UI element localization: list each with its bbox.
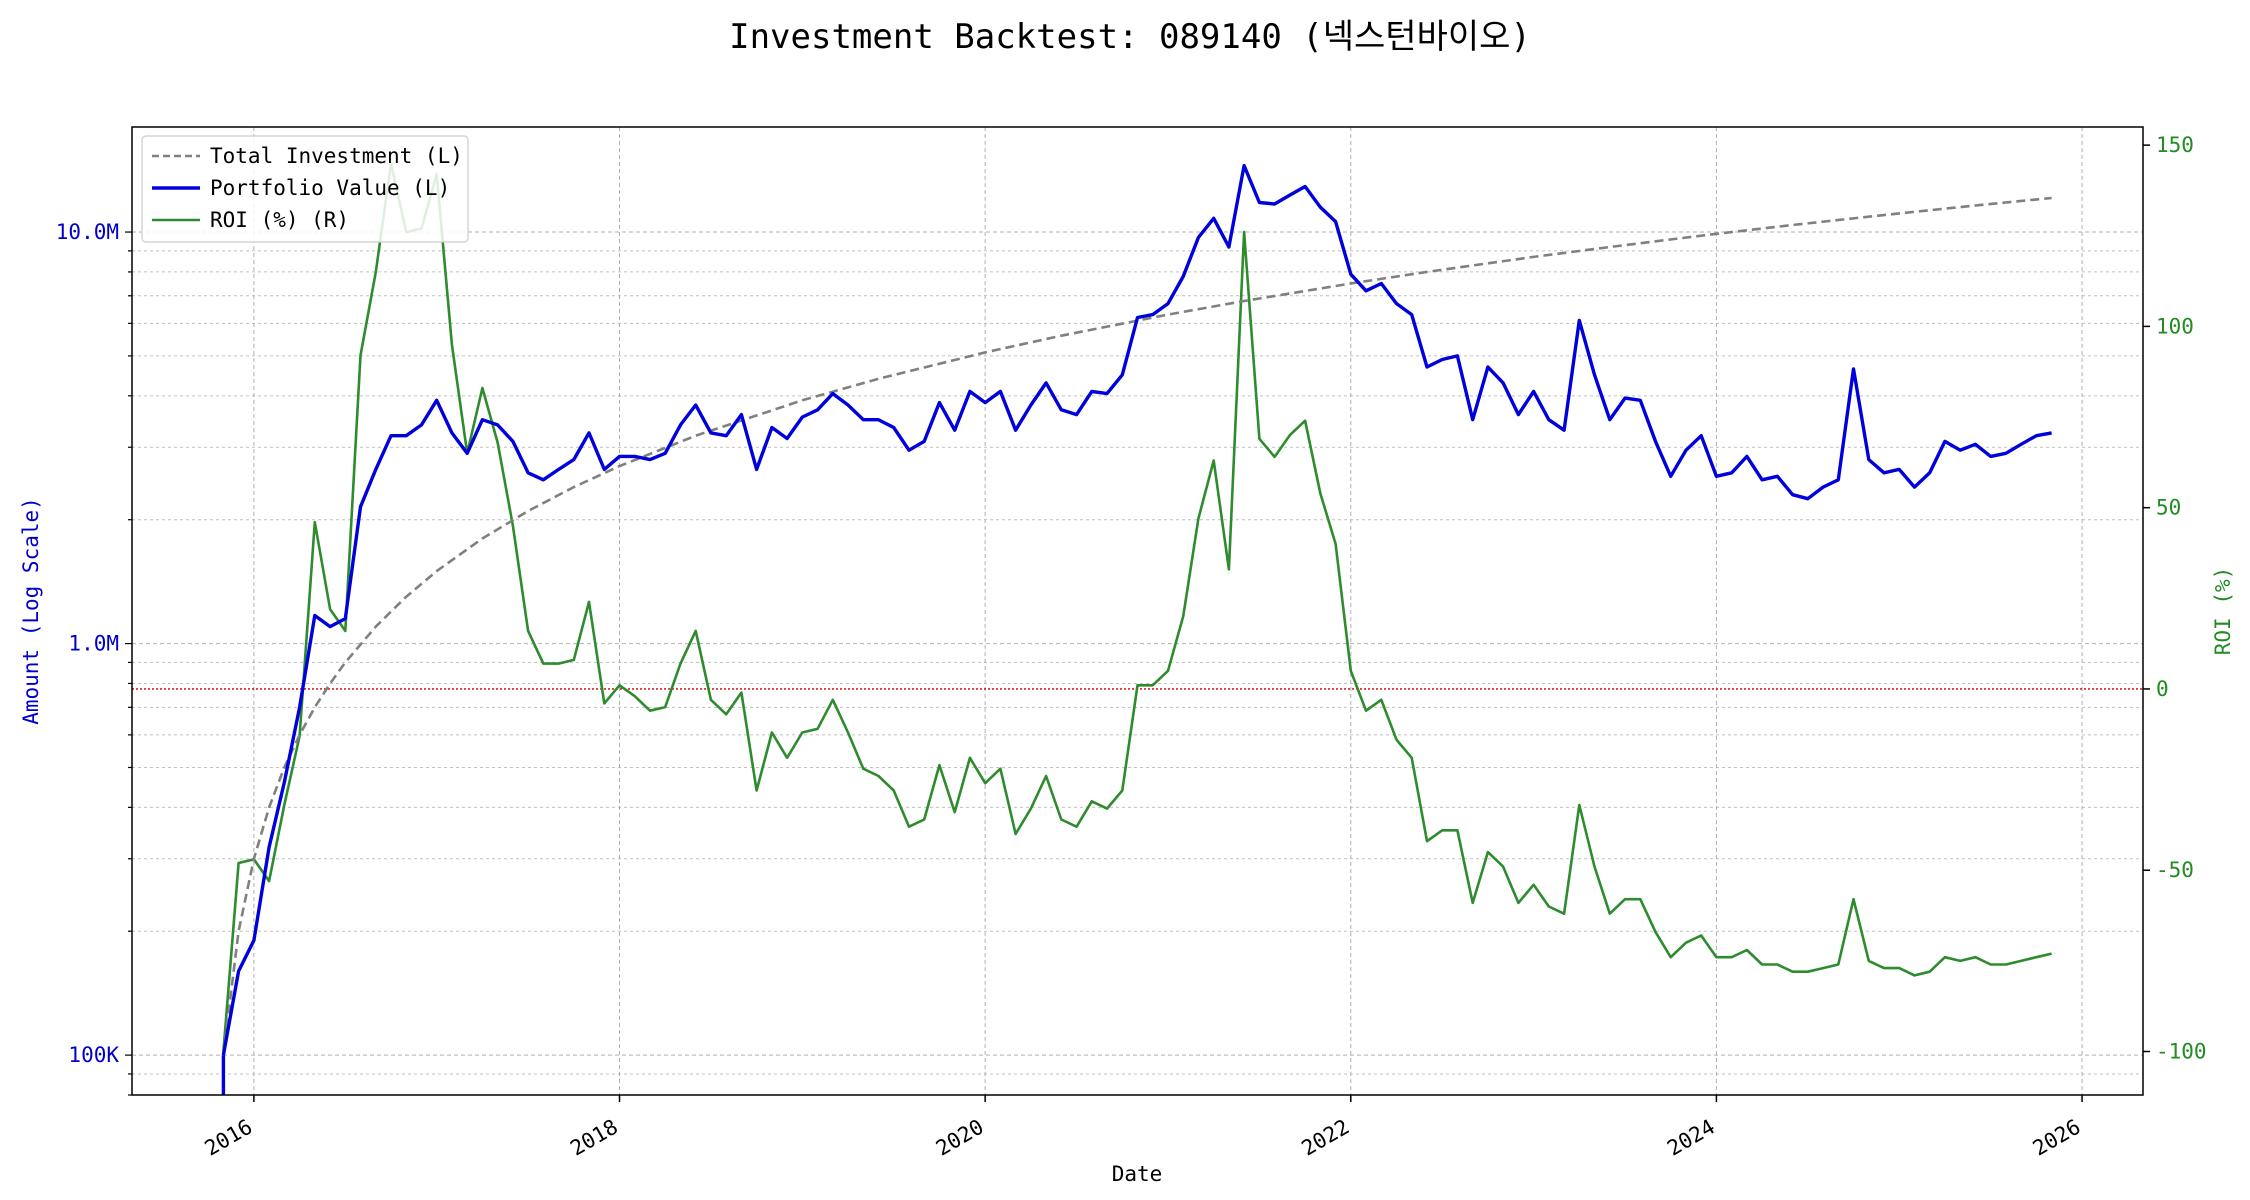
chart-title: Investment Backtest: 089140 (넥스턴바이오): [729, 17, 1531, 57]
roi-line: [222, 162, 2052, 1052]
legend-box: [141, 135, 469, 243]
y-right-tick-label: -50: [2156, 858, 2194, 882]
y-axis-label-right: ROI (%): [2211, 567, 2235, 656]
legend-label: ROI (%) (R): [210, 208, 349, 232]
x-tick-label: 2022: [1297, 1115, 1353, 1161]
legend: Total Investment (L) Portfolio Value (L) R…: [141, 135, 469, 243]
y-right-tick-label: -100: [2156, 1039, 2207, 1063]
series-layer: [132, 162, 2143, 1095]
y-right-tick-label: 150: [2156, 133, 2194, 157]
x-tick-label: 2018: [566, 1115, 622, 1161]
y-left-tick-label: 10.0M: [56, 220, 119, 244]
x-tick-label: 2020: [932, 1115, 988, 1161]
x-axis-label: Date: [1112, 1162, 1163, 1186]
y-axis-label-left: Amount (Log Scale): [19, 497, 43, 725]
axes: 2016 2018 2020 2022 2024 2026 100K 1.0M 10.0M -10…: [56, 133, 2207, 1160]
legend-label: Portfolio Value (L): [210, 176, 450, 200]
y-left-tick-label: 1.0M: [68, 632, 119, 656]
legend-label: Total Investment (L): [210, 144, 463, 168]
x-tick-label: 2024: [1663, 1115, 1719, 1161]
y-left-tick-label: 100K: [68, 1043, 119, 1067]
y-right-tick-label: 100: [2156, 314, 2194, 338]
x-tick-label: 2026: [2029, 1115, 2085, 1161]
x-tick-label: 2016: [201, 1115, 257, 1161]
y-right-tick-label: 0: [2156, 677, 2169, 701]
total-investment-line: [222, 196, 2052, 1056]
portfolio-value-line: [221, 163, 2052, 1056]
y-right-tick-label: 50: [2156, 496, 2181, 520]
plot-frame: [131, 126, 2144, 1096]
